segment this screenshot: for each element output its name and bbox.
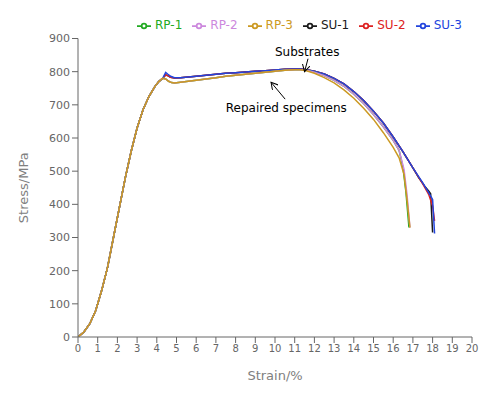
svg-text:5: 5 (173, 343, 179, 354)
svg-text:Repaired specimens: Repaired specimens (226, 101, 347, 115)
svg-text:600: 600 (49, 132, 70, 145)
svg-text:1: 1 (95, 343, 101, 354)
html-text:RP-3: RP-3 (265, 18, 293, 32)
svg-text:6: 6 (193, 343, 199, 354)
svg-text:17: 17 (407, 343, 420, 354)
svg-text:18: 18 (426, 343, 439, 354)
svg-text:100: 100 (49, 298, 70, 311)
svg-text:2: 2 (114, 343, 120, 354)
svg-text:700: 700 (49, 99, 70, 112)
html-text:SU-1: SU-1 (320, 18, 350, 32)
svg-text:0: 0 (75, 343, 81, 354)
svg-text:Strain/%: Strain/% (247, 368, 302, 383)
svg-text:300: 300 (49, 231, 70, 244)
svg-text:19: 19 (446, 343, 459, 354)
svg-text:4: 4 (154, 343, 160, 354)
svg-text:Stress/MPa: Stress/MPa (16, 152, 31, 223)
svg-text:Substrates: Substrates (275, 45, 339, 59)
svg-text:16: 16 (387, 343, 400, 354)
svg-text:8: 8 (232, 343, 238, 354)
svg-text:10: 10 (269, 343, 282, 354)
html-text:SU-2: SU-2 (377, 18, 406, 32)
svg-text:200: 200 (49, 265, 70, 278)
html-text:SU-3: SU-3 (433, 18, 462, 32)
svg-text:11: 11 (288, 343, 301, 354)
svg-text:0: 0 (63, 331, 70, 344)
svg-text:13: 13 (328, 343, 341, 354)
svg-text:900: 900 (49, 32, 70, 45)
svg-text:14: 14 (347, 343, 360, 354)
svg-text:800: 800 (49, 66, 70, 79)
svg-text:9: 9 (252, 343, 258, 354)
svg-text:7: 7 (213, 343, 219, 354)
svg-text:15: 15 (367, 343, 380, 354)
html-text:RP-2: RP-2 (210, 18, 238, 32)
svg-text:12: 12 (308, 343, 321, 354)
svg-text:20: 20 (466, 343, 479, 354)
html-text:RP-1: RP-1 (155, 18, 183, 32)
svg-text:3: 3 (134, 343, 140, 354)
svg-text:400: 400 (49, 198, 70, 211)
svg-text:500: 500 (49, 165, 70, 178)
